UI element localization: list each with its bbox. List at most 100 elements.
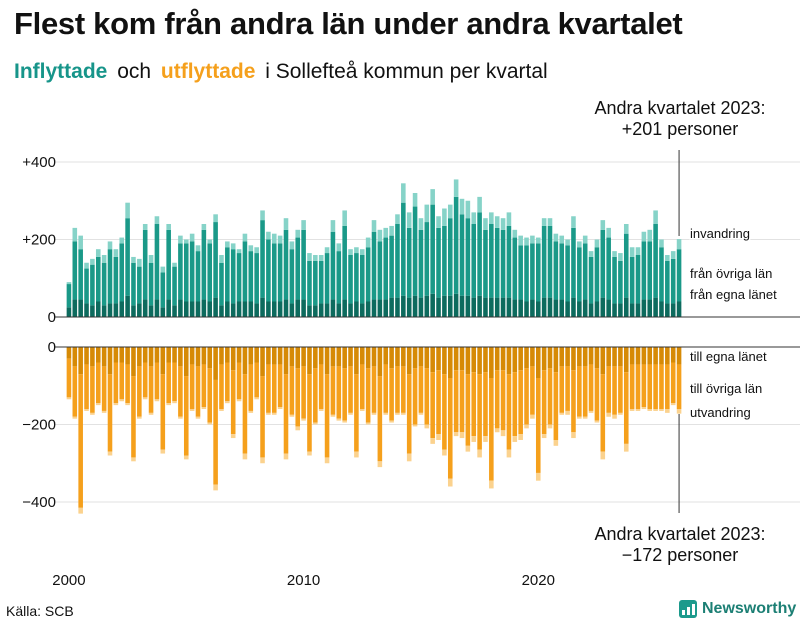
- bar-out-utvandring-24: [207, 422, 213, 425]
- bar-out-utvandring-67: [459, 432, 465, 439]
- bar-out-ovriga-36: [277, 364, 283, 408]
- bar-out-egna-66: [453, 347, 459, 371]
- bar-in-ovriga-87: [577, 247, 582, 302]
- bar-in-egna-5: [95, 301, 101, 317]
- bar-in-egna-54: [383, 299, 389, 317]
- bar-out-utvandring-103: [670, 403, 676, 406]
- bar-in-egna-96: [629, 303, 635, 317]
- bar-in-egna-94: [618, 303, 623, 317]
- bar-out-ovriga-48: [348, 366, 353, 413]
- bar-in-ovriga-78: [524, 245, 529, 302]
- newsworthy-logo[interactable]: Newsworthy: [679, 600, 796, 618]
- bar-in-invandring-101: [659, 239, 664, 248]
- bar-in-invandring-2: [78, 235, 83, 250]
- bar-in-ovriga-67: [459, 214, 465, 296]
- bar-in-invandring-4: [90, 258, 95, 265]
- bar-in-ovriga-70: [477, 212, 482, 296]
- bar-out-utvandring-74: [500, 430, 506, 437]
- bar-out-ovriga-67: [459, 370, 465, 433]
- bar-in-egna-7: [107, 303, 113, 317]
- bar-out-egna-81: [541, 347, 547, 371]
- bar-out-ovriga-40: [301, 366, 306, 419]
- bar-out-egna-100: [653, 347, 658, 365]
- bar-in-invandring-67: [459, 198, 465, 215]
- bar-in-egna-28: [230, 303, 236, 317]
- bar-in-egna-81: [541, 297, 547, 317]
- bar-in-egna-22: [195, 301, 201, 317]
- bar-out-utvandring-54: [383, 412, 389, 415]
- source-label: Källa: SCB: [6, 603, 74, 619]
- bar-out-utvandring-1: [72, 416, 78, 419]
- bar-in-ovriga-91: [600, 229, 606, 298]
- bar-in-invandring-8: [113, 249, 119, 257]
- bar-in-egna-97: [635, 303, 641, 317]
- bar-in-invandring-6: [101, 255, 107, 263]
- bar-out-ovriga-76: [512, 372, 518, 437]
- bar-in-invandring-28: [230, 243, 236, 250]
- bar-in-ovriga-20: [183, 243, 189, 302]
- bar-in-egna-11: [131, 305, 136, 317]
- bar-in-invandring-81: [541, 218, 547, 226]
- bar-out-egna-37: [283, 347, 289, 375]
- bar-out-egna-6: [101, 347, 107, 367]
- bar-in-egna-51: [365, 301, 371, 317]
- bar-out-ovriga-66: [453, 370, 459, 433]
- bar-in-egna-66: [453, 293, 459, 317]
- bar-out-utvandring-42: [313, 422, 318, 425]
- bar-out-egna-96: [629, 347, 635, 365]
- bar-in-ovriga-24: [207, 243, 213, 302]
- bar-out-ovriga-83: [553, 372, 559, 440]
- bar-in-ovriga-89: [588, 256, 594, 304]
- bar-in-invandring-63: [436, 216, 441, 228]
- bar-in-egna-20: [183, 301, 189, 317]
- bar-in-invandring-46: [336, 243, 342, 252]
- annotation-latest-inflow: Andra kvartalet 2023: +201 personer: [570, 98, 790, 140]
- bar-in-ovriga-88: [582, 243, 588, 300]
- bar-out-utvandring-99: [647, 409, 653, 411]
- bar-in-ovriga-76: [512, 237, 518, 300]
- bar-out-utvandring-79: [530, 414, 535, 419]
- bar-in-ovriga-26: [219, 262, 224, 306]
- bar-out-egna-11: [131, 347, 136, 377]
- bar-in-ovriga-80: [535, 243, 541, 302]
- bar-in-ovriga-43: [318, 260, 324, 304]
- bar-out-utvandring-29: [236, 399, 242, 402]
- bar-out-ovriga-15: [154, 362, 160, 400]
- bar-in-egna-79: [530, 299, 535, 317]
- bar-out-utvandring-36: [277, 407, 283, 409]
- bar-out-utvandring-22: [195, 416, 201, 419]
- bar-in-egna-92: [606, 299, 611, 317]
- bar-in-egna-24: [207, 301, 213, 317]
- bar-in-egna-70: [477, 295, 482, 317]
- bar-in-egna-37: [283, 299, 289, 317]
- x-tick-2010: 2010: [287, 572, 320, 589]
- bar-out-ovriga-39: [295, 368, 301, 427]
- series-label-out-2: utvandring: [690, 405, 751, 420]
- bar-out-ovriga-45: [330, 366, 336, 415]
- bar-out-ovriga-74: [500, 370, 506, 431]
- bar-in-ovriga-83: [553, 241, 559, 300]
- bar-in-ovriga-29: [236, 253, 242, 302]
- bar-in-egna-19: [178, 299, 183, 317]
- bar-in-invandring-21: [189, 233, 195, 242]
- bar-out-egna-60: [418, 347, 424, 367]
- brand-name: Newsworthy: [702, 600, 797, 617]
- bar-in-invandring-80: [535, 237, 541, 244]
- bar-out-ovriga-56: [395, 366, 400, 413]
- bar-out-utvandring-88: [582, 416, 588, 419]
- bar-in-ovriga-44: [324, 253, 330, 304]
- bar-in-egna-52: [371, 299, 377, 317]
- bar-in-invandring-40: [301, 220, 306, 230]
- bar-out-ovriga-19: [178, 366, 183, 417]
- bar-in-ovriga-12: [137, 266, 142, 304]
- bar-out-utvandring-76: [512, 436, 518, 442]
- bar-out-egna-79: [530, 347, 535, 367]
- bar-out-egna-92: [606, 347, 611, 367]
- bar-out-ovriga-38: [289, 366, 295, 415]
- bar-out-ovriga-95: [623, 372, 629, 444]
- bar-in-ovriga-93: [612, 256, 617, 304]
- bar-out-utvandring-30: [242, 453, 248, 460]
- bar-out-ovriga-88: [582, 366, 588, 417]
- bar-out-egna-68: [465, 347, 471, 375]
- bar-in-egna-30: [242, 301, 248, 317]
